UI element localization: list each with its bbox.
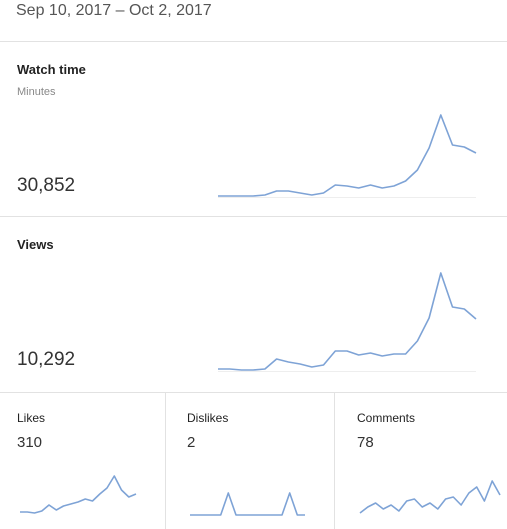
sparkline bbox=[359, 480, 501, 514]
baseline bbox=[218, 197, 476, 198]
sparkline-line bbox=[190, 492, 305, 516]
panel-value: 10,292 bbox=[17, 349, 76, 370]
sparkline-line bbox=[218, 114, 477, 197]
sparkline-line bbox=[218, 272, 477, 371]
divider bbox=[334, 393, 335, 529]
panel-value: 310 bbox=[17, 434, 43, 451]
panel-value: 30,852 bbox=[17, 175, 76, 196]
panel-title: Watch time bbox=[17, 62, 86, 77]
divider bbox=[165, 393, 166, 529]
sparkline bbox=[218, 114, 477, 197]
panel-value: 78 bbox=[357, 434, 374, 451]
baseline bbox=[218, 371, 476, 372]
panel-value: 2 bbox=[187, 434, 196, 451]
panel-title: Likes bbox=[17, 411, 46, 425]
sparkline bbox=[190, 492, 305, 516]
panel-title: Comments bbox=[357, 411, 416, 425]
divider bbox=[0, 216, 507, 217]
sparkline bbox=[20, 475, 137, 514]
divider bbox=[0, 41, 507, 42]
date-range: Sep 10, 2017 – Oct 2, 2017 bbox=[16, 2, 212, 19]
divider bbox=[0, 392, 507, 393]
sparkline-line bbox=[20, 475, 137, 514]
sparkline bbox=[218, 272, 477, 371]
panel-title: Views bbox=[17, 237, 54, 252]
sparkline-line bbox=[359, 480, 501, 514]
panel-title: Dislikes bbox=[187, 411, 229, 425]
panel-subtitle: Minutes bbox=[17, 86, 56, 98]
